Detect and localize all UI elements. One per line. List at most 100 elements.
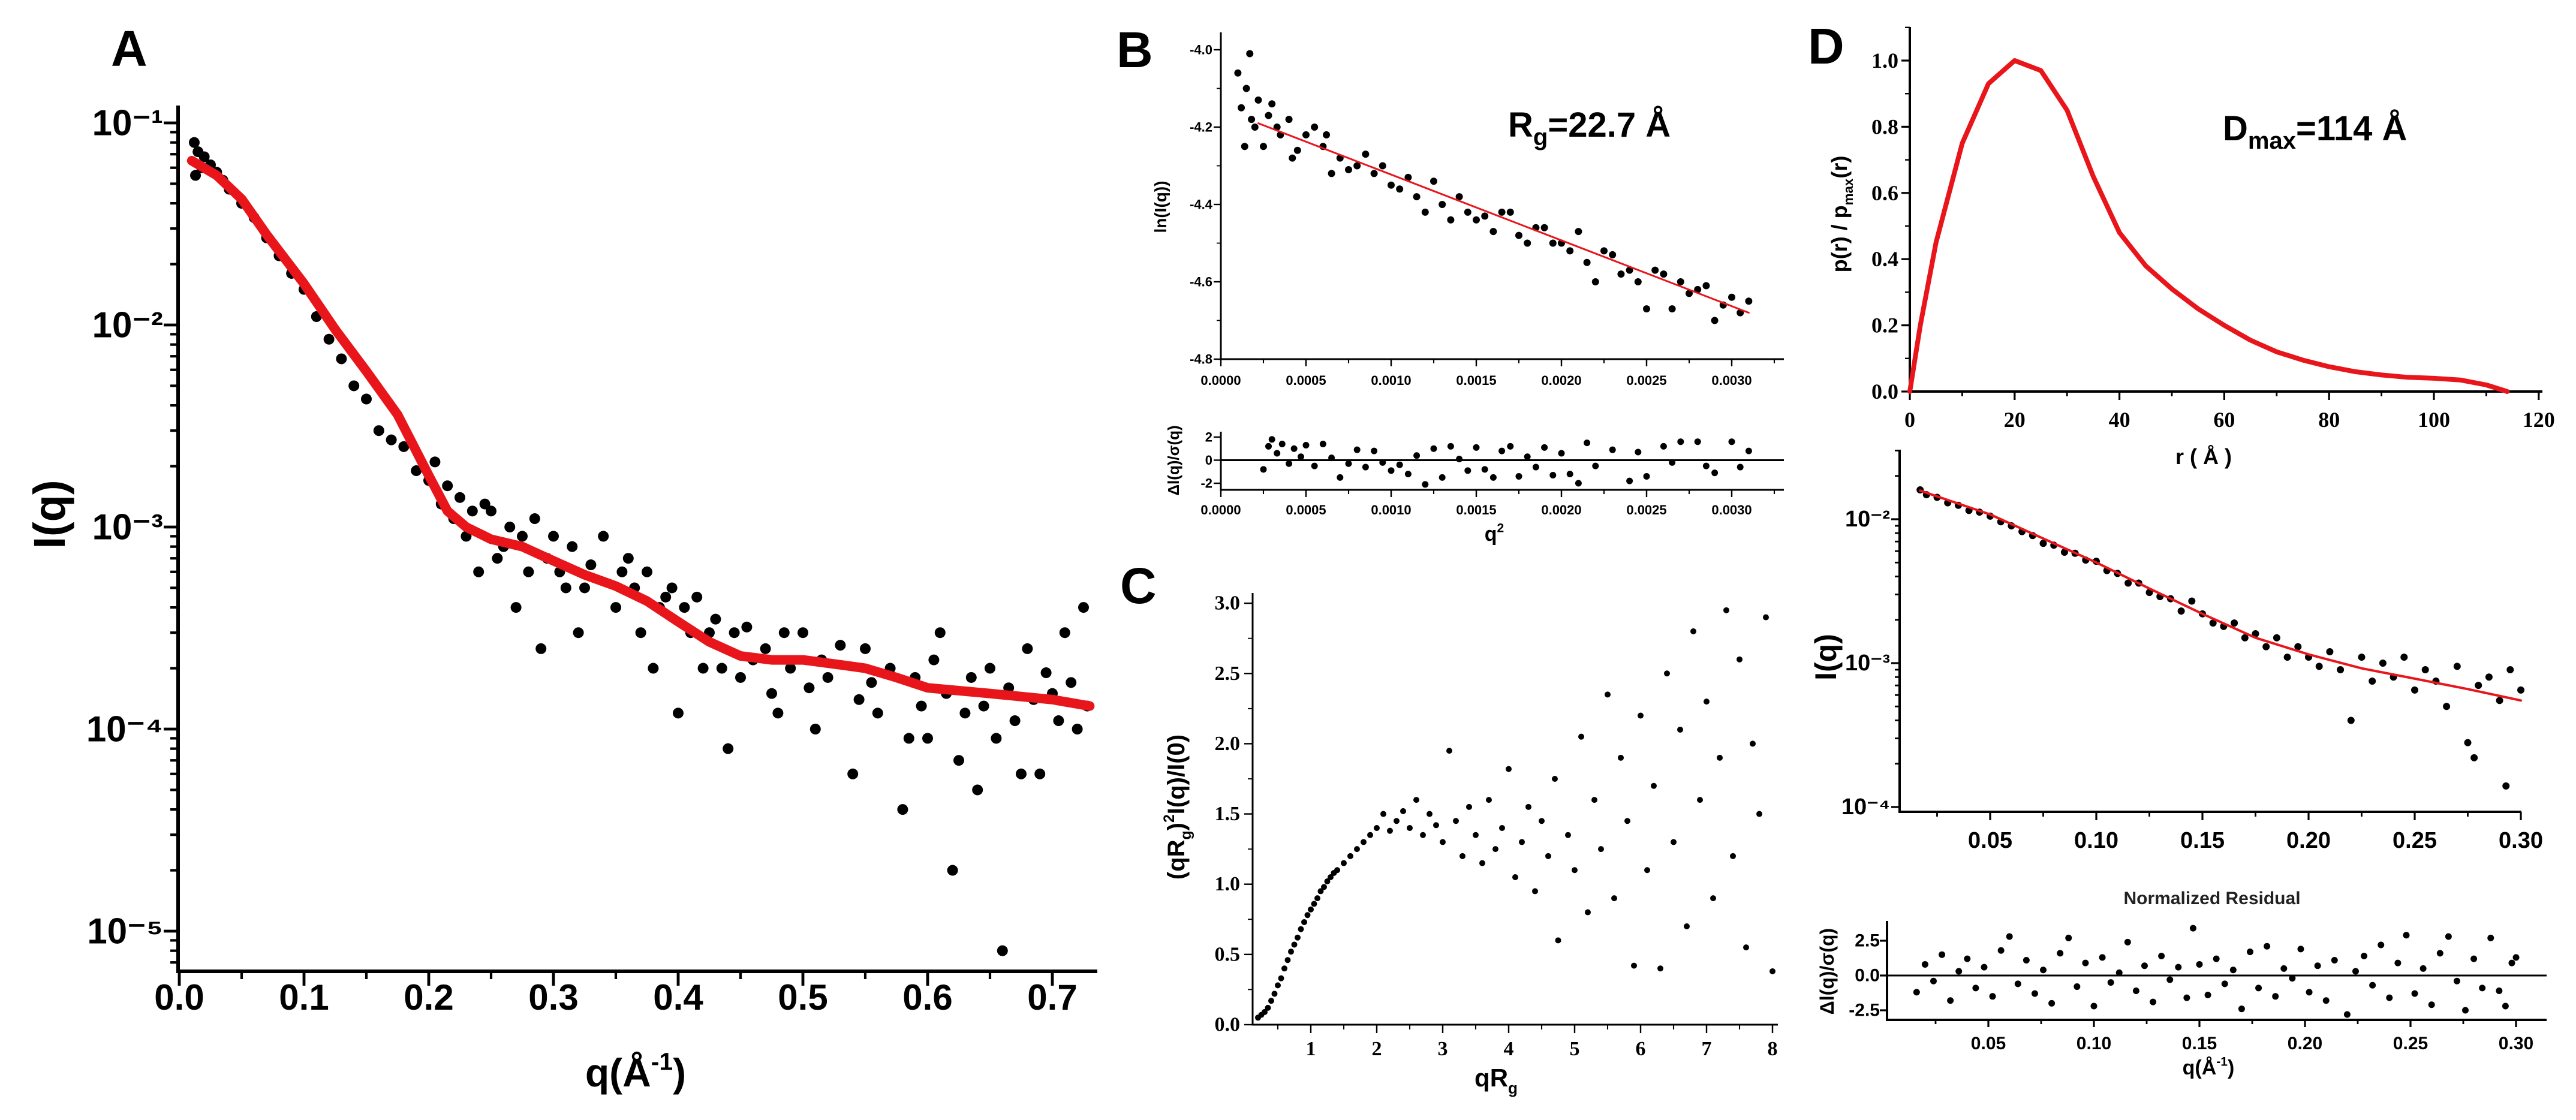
x-tick-label: 0.0000 — [1200, 373, 1241, 388]
data-point — [1728, 438, 1735, 445]
data-point — [1519, 839, 1525, 845]
data-point — [1955, 968, 1963, 975]
data-point — [1311, 462, 1318, 469]
x-tick-label: 7 — [1702, 1038, 1712, 1060]
data-point — [1347, 853, 1353, 859]
data-point — [2189, 925, 2196, 932]
y-tick-label: -2 — [1200, 476, 1212, 491]
data-point — [1668, 305, 1676, 313]
data-point — [2175, 964, 2182, 971]
data-point — [853, 694, 865, 705]
data-point — [2361, 953, 2368, 960]
data-point — [1396, 461, 1403, 468]
y-axis-label: (qRg)2I(q)/I(0) — [1161, 734, 1194, 880]
data-point — [1512, 874, 1518, 880]
data-point — [2039, 540, 2047, 547]
data-point — [1404, 173, 1412, 181]
subplot-b-residual: 0.0000 0.0005 0.0010 0.0015 0.0020 0.0025 0.00… — [1164, 425, 1784, 546]
data-point — [1334, 867, 1340, 874]
x-tick-label: 0.0005 — [1286, 502, 1326, 517]
data-point — [585, 559, 597, 571]
data-point — [978, 700, 989, 712]
data-point — [1311, 901, 1317, 907]
data-point — [1745, 297, 1753, 305]
data-point — [2436, 950, 2443, 957]
y-tick-label: 0 — [1205, 453, 1212, 468]
data-point — [642, 566, 652, 577]
plot-title: Normalized Residual — [2123, 889, 2300, 908]
data-point — [1479, 860, 1485, 866]
data-point — [1704, 699, 1710, 705]
data-point — [1413, 452, 1421, 459]
data-point — [2115, 969, 2123, 976]
data-point — [1585, 909, 1591, 916]
data-point — [2273, 634, 2280, 642]
data-point — [2264, 943, 2271, 950]
y-tick-label: 0.8 — [1871, 115, 1898, 139]
data-point — [2209, 619, 2217, 627]
data-point — [1611, 895, 1617, 902]
data-point — [1664, 670, 1670, 677]
data-point — [1524, 453, 1531, 460]
data-point — [1289, 154, 1296, 162]
data-point — [1034, 768, 1046, 779]
data-point — [1643, 305, 1650, 313]
data-point — [479, 498, 490, 510]
y-axis-label-part: Δl(q)/σ(q) — [1816, 928, 1838, 1014]
data-point — [1684, 923, 1690, 929]
data-point — [2213, 955, 2220, 962]
y-axis-label-part: p(r) / p — [1827, 205, 1852, 272]
data-point — [1473, 444, 1480, 451]
data-point — [2470, 754, 2478, 761]
data-point — [1275, 982, 1281, 989]
data-point — [2419, 965, 2427, 972]
data-point — [2369, 677, 2376, 685]
data-point — [1711, 469, 1719, 477]
data-point — [1379, 162, 1386, 170]
y-axis-label: I(q) — [1809, 634, 1843, 681]
y-axis-label: Δl(q)/σ(q) — [1816, 928, 1838, 1014]
data-point — [1592, 462, 1599, 469]
data-point — [1260, 143, 1267, 150]
y-axis-label: p(r) / pmax(r) — [1827, 156, 1856, 273]
y-axis-label-part: Δl(q)/σ(q) — [1164, 425, 1182, 495]
y-tick-label: 1.0 — [1215, 873, 1241, 895]
data-point — [1677, 438, 1684, 445]
data-point — [735, 672, 746, 683]
data-point — [579, 582, 590, 594]
data-point — [1430, 445, 1437, 452]
data-point — [2403, 932, 2410, 939]
data-point — [866, 677, 877, 688]
panel-label-d: D — [1808, 18, 1844, 74]
data-point — [1651, 782, 1657, 789]
x-tick-label: 0.15 — [2182, 1034, 2217, 1053]
data-point — [598, 531, 609, 542]
data-point — [1319, 441, 1326, 448]
data-point — [1486, 797, 1492, 803]
data-point — [1367, 832, 1373, 838]
data-point — [2040, 967, 2047, 974]
data-point — [972, 784, 983, 796]
y-tick-label: -2.5 — [1849, 1001, 1880, 1020]
data-point — [1584, 439, 1591, 447]
y-axis-label-part: I(q)/I(0) — [1163, 734, 1190, 814]
data-point — [2502, 782, 2510, 790]
data-point — [1552, 775, 1558, 782]
data-point — [486, 505, 496, 517]
data-point — [2289, 975, 2296, 982]
data-series — [1234, 50, 1753, 324]
data-point — [903, 733, 914, 744]
subplot-d: 0 20 40 60 80 100 120 0.0 0.2 0.4 0.6 0.8 1.0 r ( Å )… — [1827, 26, 2555, 469]
x-tick-label: 0.30 — [2499, 1034, 2533, 1053]
data-point — [1374, 824, 1380, 831]
y-tick-label: 0.6 — [1871, 181, 1898, 205]
data-point — [2315, 663, 2323, 670]
y-tick-label: 10⁻¹ — [92, 103, 163, 143]
x-tick-label: 0.0025 — [1626, 373, 1666, 388]
y-tick-label: 0.0 — [1215, 1014, 1241, 1036]
y-tick-label: -4.8 — [1190, 352, 1212, 367]
data-point — [741, 621, 753, 633]
fit-line — [1907, 58, 2510, 394]
y-tick-label: 2 — [1205, 430, 1212, 445]
data-point — [1271, 990, 1278, 997]
